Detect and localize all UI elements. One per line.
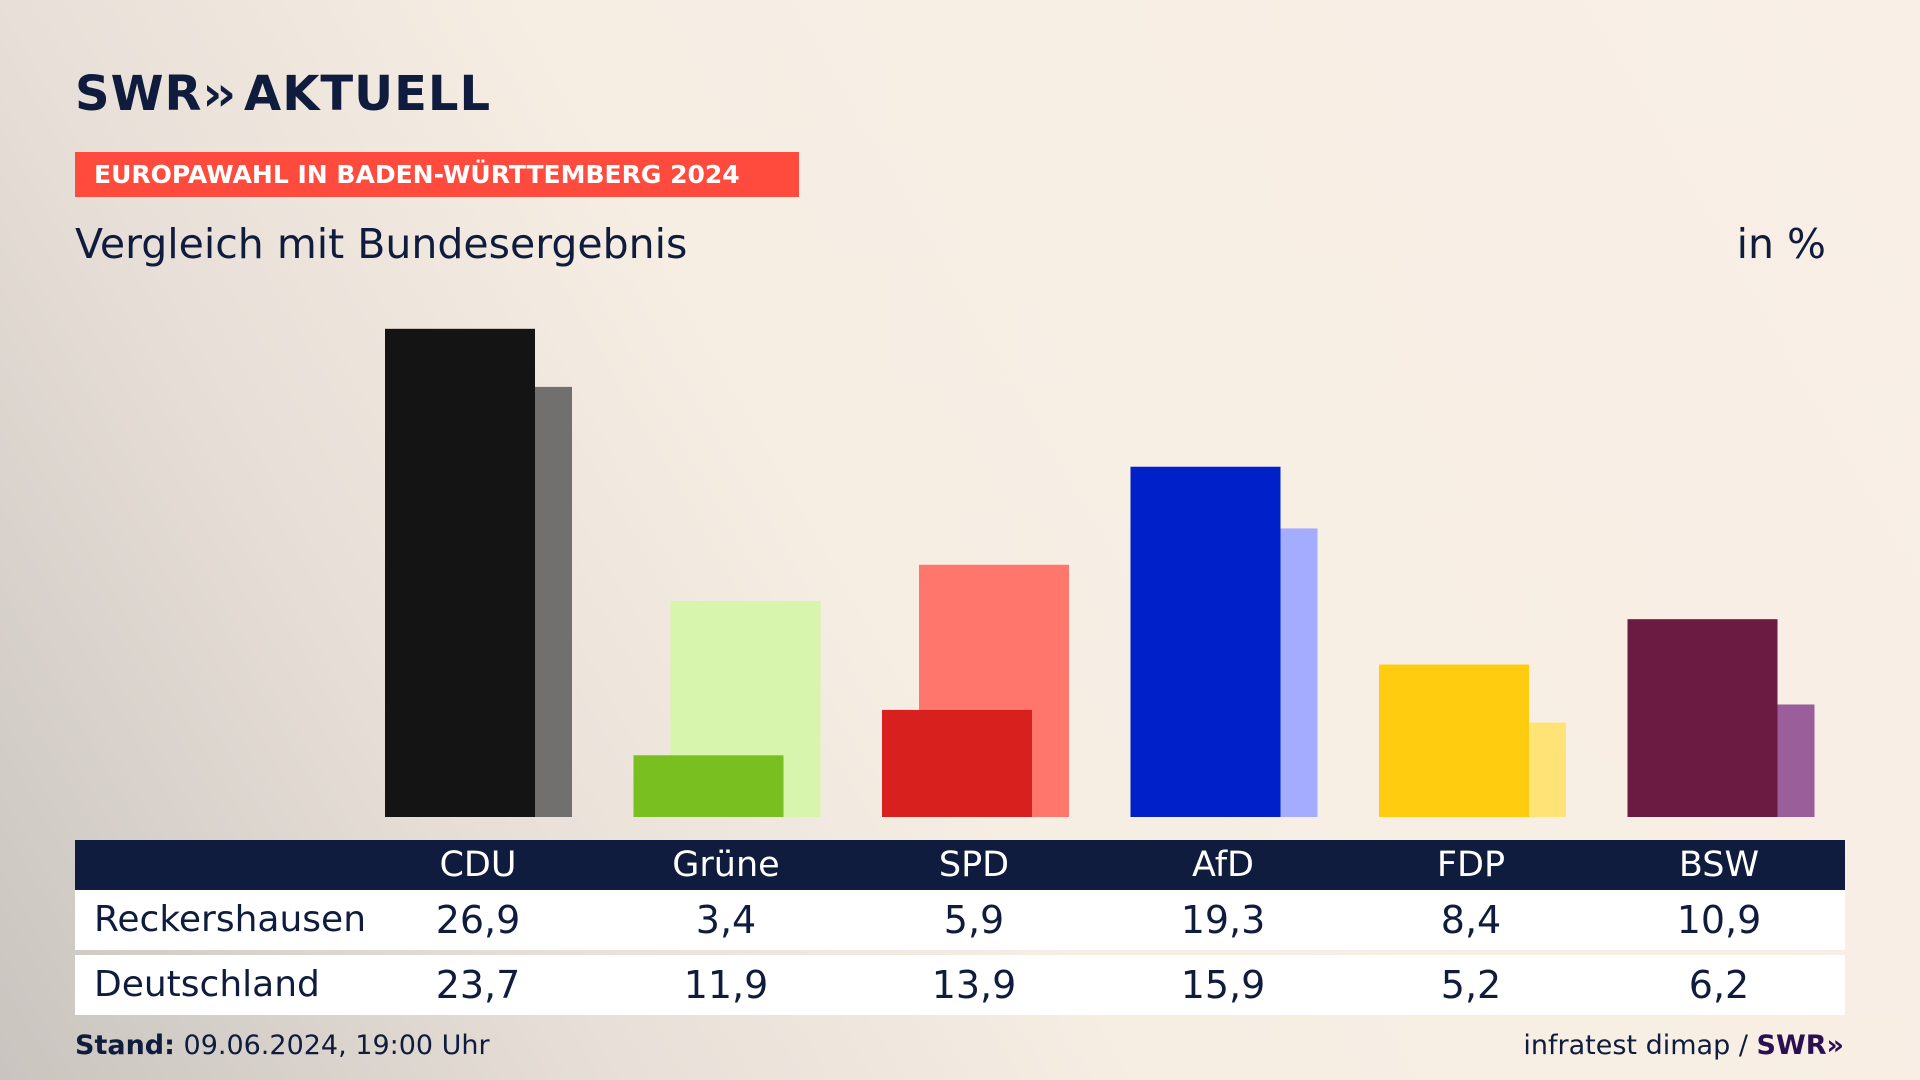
table-cell: 10,9 (1676, 898, 1762, 942)
bar-afd-reckershausen (1130, 466, 1281, 817)
results-table: CDU Grüne SPD AfD FDP BSW Reckershausen … (75, 840, 1845, 1015)
source-text: infratest dimap / (1523, 1030, 1748, 1061)
table-cell: 23,7 (435, 963, 521, 1007)
table-cell: 15,9 (1180, 963, 1266, 1007)
table-cell: 11,9 (683, 963, 769, 1007)
bar-chart (385, 328, 1815, 817)
swr-aktuell-logo: SWR›› AKTUELL (75, 66, 491, 122)
source-credit: infratest dimap / SWR» (1523, 1030, 1844, 1061)
table-cell: 13,9 (931, 963, 1017, 1007)
bar-spd-reckershausen (882, 709, 1032, 817)
table-cell: 8,4 (1440, 898, 1502, 942)
stand-value: 09.06.2024, 19:00 Uhr (183, 1030, 490, 1061)
column-header: AfD (1192, 845, 1254, 885)
bar-gr-ne-reckershausen (633, 755, 784, 817)
chart-subtitle: Vergleich mit Bundesergebnis (75, 220, 688, 268)
timestamp: Stand: 09.06.2024, 19:00 Uhr (75, 1030, 490, 1061)
column-header: Grüne (672, 845, 780, 885)
table-cell: 6,2 (1688, 963, 1750, 1007)
column-header: FDP (1436, 845, 1506, 885)
stand-label: Stand: (75, 1030, 175, 1061)
table-row-reckershausen: Reckershausen 26,9 3,4 5,9 19,3 8,4 10,9 (75, 890, 1845, 950)
unit-label: in % (1736, 220, 1826, 268)
row-label: Deutschland (94, 964, 320, 1005)
row-label: Reckershausen (94, 899, 367, 940)
table-cell: 3,4 (695, 898, 757, 942)
bar-cdu-reckershausen (385, 328, 535, 817)
column-header: CDU (439, 845, 517, 885)
table-row-deutschland: Deutschland 23,7 11,9 13,9 15,9 5,2 6,2 (75, 955, 1845, 1015)
bar-bsw-reckershausen (1627, 619, 1778, 817)
table-cell: 5,9 (943, 898, 1005, 942)
topic-banner: EUROPAWAHL IN BADEN-WÜRTTEMBERG 2024 (75, 152, 799, 197)
bars-group (385, 328, 1815, 817)
column-header: SPD (938, 845, 1010, 885)
table-cell: 26,9 (435, 898, 521, 942)
brand-name: SWR (75, 66, 203, 122)
bar-fdp-reckershausen (1379, 664, 1529, 817)
swr-logo: SWR» (1756, 1030, 1844, 1061)
table-cell: 5,2 (1440, 963, 1502, 1007)
column-header: BSW (1678, 845, 1760, 885)
brand-suffix: AKTUELL (244, 66, 492, 122)
table-cell: 19,3 (1180, 898, 1266, 942)
table-header: CDU Grüne SPD AfD FDP BSW (75, 840, 1845, 890)
